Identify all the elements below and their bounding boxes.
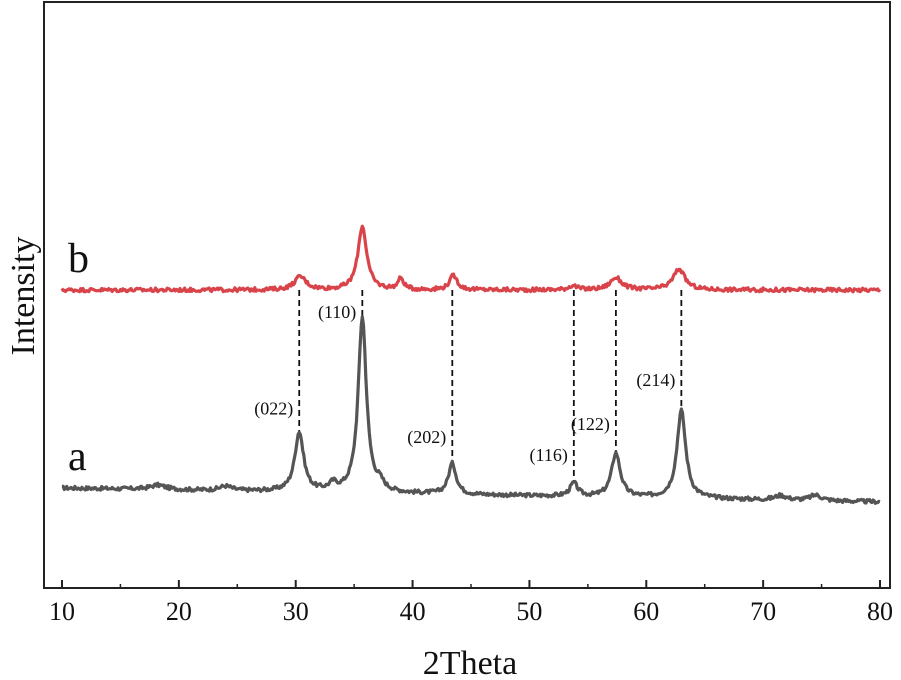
peak-label: (110): [318, 302, 356, 323]
series-label-a: a: [68, 434, 87, 480]
x-axis-ticks: 10 20 30 40 50 60 70 80: [49, 580, 893, 626]
peak-label: (022): [254, 399, 293, 420]
x-tick-label: 50: [516, 597, 542, 626]
y-axis-title: Intensity: [5, 237, 42, 356]
x-tick-label: 60: [633, 597, 659, 626]
peak-label: (214): [636, 370, 675, 391]
plot-frame: [43, 1, 891, 589]
x-tick-label: 30: [283, 597, 309, 626]
x-tick-label: 80: [867, 597, 893, 626]
x-tick-label: 40: [400, 597, 426, 626]
x-tick-label: 10: [49, 597, 75, 626]
series-line-a: [61, 315, 881, 505]
series-layer: [60, 224, 882, 505]
x-tick-label: 20: [166, 597, 192, 626]
peak-annotations: (022) (110) (202) (116)(122) (214): [254, 302, 675, 466]
series-label-b: b: [68, 236, 89, 282]
series-line-b: [60, 224, 882, 294]
peak-label: (122): [571, 414, 610, 435]
peak-label: (202): [407, 427, 446, 448]
x-axis-title: 2Theta: [423, 645, 517, 680]
peak-label: (116): [530, 445, 568, 466]
series-labels: ab: [68, 236, 89, 480]
reference-lines: [298, 290, 683, 483]
x-tick-label: 70: [750, 597, 776, 626]
